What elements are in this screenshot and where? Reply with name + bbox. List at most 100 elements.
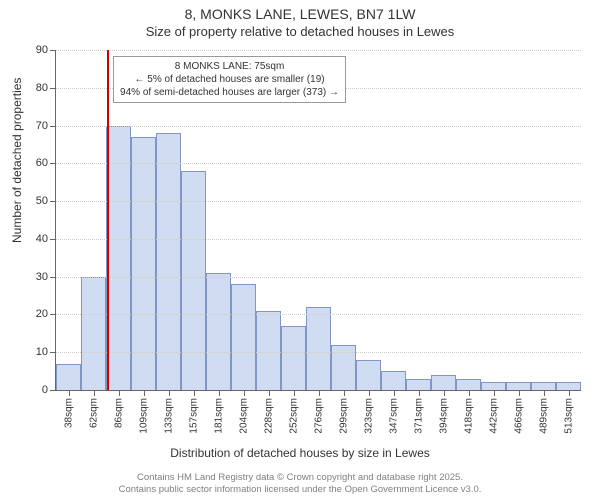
footer-line-2: Contains public sector information licen… bbox=[0, 484, 600, 496]
x-tick bbox=[344, 390, 345, 396]
x-tick bbox=[494, 390, 495, 396]
chart-subtitle: Size of property relative to detached ho… bbox=[0, 24, 600, 39]
x-tick bbox=[469, 390, 470, 396]
histogram-bar bbox=[356, 360, 381, 390]
y-tick bbox=[50, 390, 56, 391]
y-tick bbox=[50, 50, 56, 51]
x-tick-label: 181sqm bbox=[213, 398, 224, 434]
y-tick-label: 50 bbox=[36, 195, 48, 207]
histogram-bar bbox=[406, 379, 431, 390]
x-tick-label: 418sqm bbox=[463, 398, 474, 434]
x-tick bbox=[394, 390, 395, 396]
x-tick-label: 347sqm bbox=[388, 398, 399, 434]
histogram-bar bbox=[81, 277, 106, 390]
x-tick-label: 38sqm bbox=[63, 398, 74, 428]
x-tick bbox=[144, 390, 145, 396]
y-tick bbox=[50, 314, 56, 315]
y-tick-label: 90 bbox=[36, 44, 48, 56]
y-tick-label: 20 bbox=[36, 308, 48, 320]
gridline bbox=[56, 277, 581, 278]
x-tick-label: 276sqm bbox=[313, 398, 324, 434]
histogram-bar bbox=[431, 375, 456, 390]
histogram-bar bbox=[481, 382, 506, 390]
x-tick-label: 157sqm bbox=[188, 398, 199, 434]
x-tick-label: 323sqm bbox=[363, 398, 374, 434]
chart-titles: 8, MONKS LANE, LEWES, BN7 1LW Size of pr… bbox=[0, 0, 600, 39]
x-tick-label: 133sqm bbox=[163, 398, 174, 434]
y-tick bbox=[50, 88, 56, 89]
x-tick-label: 252sqm bbox=[288, 398, 299, 434]
y-tick-label: 60 bbox=[36, 157, 48, 169]
gridline bbox=[56, 163, 581, 164]
x-tick bbox=[319, 390, 320, 396]
annotation-smaller-label: ← 5% of detached houses are smaller (19) bbox=[120, 73, 339, 86]
x-tick bbox=[294, 390, 295, 396]
x-axis-label: Distribution of detached houses by size … bbox=[170, 446, 429, 460]
x-tick-label: 109sqm bbox=[138, 398, 149, 434]
y-tick bbox=[50, 201, 56, 202]
x-tick bbox=[369, 390, 370, 396]
x-tick bbox=[444, 390, 445, 396]
histogram-bar bbox=[506, 382, 531, 390]
x-tick bbox=[219, 390, 220, 396]
plot-area: 010203040506070809038sqm62sqm86sqm109sqm… bbox=[55, 50, 581, 391]
x-tick-label: 86sqm bbox=[113, 398, 124, 428]
y-tick-label: 80 bbox=[36, 82, 48, 94]
histogram-bar bbox=[306, 307, 331, 390]
x-tick bbox=[519, 390, 520, 396]
histogram-bar bbox=[556, 382, 581, 390]
marker-line bbox=[107, 50, 109, 390]
x-tick bbox=[569, 390, 570, 396]
gridline bbox=[56, 314, 581, 315]
x-tick bbox=[169, 390, 170, 396]
y-tick bbox=[50, 352, 56, 353]
x-tick bbox=[94, 390, 95, 396]
y-tick bbox=[50, 239, 56, 240]
y-tick-label: 40 bbox=[36, 233, 48, 245]
gridline bbox=[56, 50, 581, 51]
x-tick bbox=[269, 390, 270, 396]
histogram-bar bbox=[106, 126, 131, 390]
x-tick bbox=[119, 390, 120, 396]
histogram-bar bbox=[206, 273, 231, 390]
gridline bbox=[56, 126, 581, 127]
x-tick-label: 299sqm bbox=[338, 398, 349, 434]
x-tick-label: 466sqm bbox=[513, 398, 524, 434]
y-axis-label: Number of detached properties bbox=[10, 78, 24, 243]
annotation-larger-label: 94% of semi-detached houses are larger (… bbox=[120, 86, 339, 99]
x-tick bbox=[69, 390, 70, 396]
x-tick bbox=[194, 390, 195, 396]
chart-footer: Contains HM Land Registry data © Crown c… bbox=[0, 472, 600, 496]
x-tick-label: 442sqm bbox=[488, 398, 499, 434]
histogram-bar bbox=[231, 284, 256, 390]
histogram-bar bbox=[281, 326, 306, 390]
histogram-bar bbox=[531, 382, 556, 390]
annotation-value-label: 8 MONKS LANE: 75sqm bbox=[120, 60, 339, 73]
histogram-bar bbox=[456, 379, 481, 390]
x-tick-label: 394sqm bbox=[438, 398, 449, 434]
y-tick-label: 10 bbox=[36, 346, 48, 358]
x-tick-label: 62sqm bbox=[88, 398, 99, 428]
histogram-bar bbox=[181, 171, 206, 390]
gridline bbox=[56, 201, 581, 202]
y-tick bbox=[50, 163, 56, 164]
chart-container: 8, MONKS LANE, LEWES, BN7 1LW Size of pr… bbox=[0, 0, 600, 500]
gridline bbox=[56, 352, 581, 353]
annotation-box: 8 MONKS LANE: 75sqm← 5% of detached hous… bbox=[113, 56, 346, 103]
chart-title: 8, MONKS LANE, LEWES, BN7 1LW bbox=[0, 6, 600, 22]
histogram-bar bbox=[381, 371, 406, 390]
y-tick bbox=[50, 277, 56, 278]
y-tick-label: 0 bbox=[42, 384, 48, 396]
y-tick bbox=[50, 126, 56, 127]
x-tick bbox=[244, 390, 245, 396]
x-tick-label: 371sqm bbox=[413, 398, 424, 434]
x-tick bbox=[419, 390, 420, 396]
x-tick-label: 204sqm bbox=[238, 398, 249, 434]
gridline bbox=[56, 239, 581, 240]
histogram-bar bbox=[56, 364, 81, 390]
x-tick-label: 228sqm bbox=[263, 398, 274, 434]
x-tick-label: 489sqm bbox=[538, 398, 549, 434]
x-tick bbox=[544, 390, 545, 396]
histogram-bar bbox=[256, 311, 281, 390]
footer-line-1: Contains HM Land Registry data © Crown c… bbox=[0, 472, 600, 484]
